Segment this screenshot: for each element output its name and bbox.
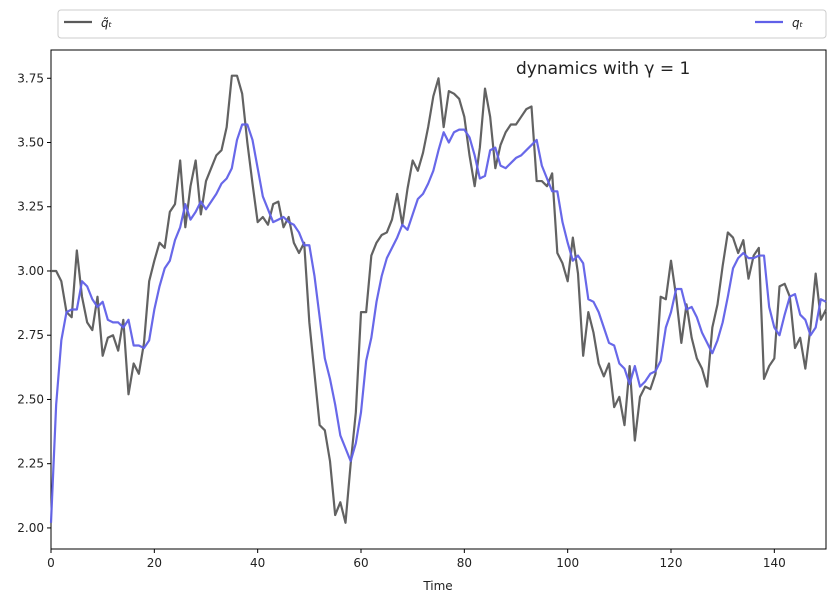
y-tick-label: 3.75 [17,71,44,85]
y-tick-label: 3.50 [17,136,44,150]
y-tick-label: 3.25 [17,200,44,214]
legend-label: q̃ₜ [101,16,113,30]
y-tick-label: 2.75 [17,328,44,342]
y-tick-label: 2.25 [17,457,44,471]
x-tick-label: 20 [147,556,162,570]
x-tick-label: 80 [457,556,472,570]
series-line [49,123,827,523]
legend-label: qₜ [792,16,804,30]
legend-box [57,9,827,39]
y-tick-label: 2.50 [17,392,44,406]
y-tick-label: 2.00 [17,521,44,535]
x-tick-label: 120 [660,556,683,570]
x-tick-label: 140 [763,556,786,570]
x-tick-label: 60 [353,556,368,570]
annotation: dynamics with γ = 1 [516,59,690,79]
x-axis-label: Time [422,579,452,593]
x-tick-label: 40 [250,556,265,570]
series-line [51,74,827,524]
x-tick-label: 100 [556,556,579,570]
y-tick-label: 3.00 [17,264,44,278]
x-tick-label: 0 [47,556,55,570]
plot-frame [50,49,827,550]
